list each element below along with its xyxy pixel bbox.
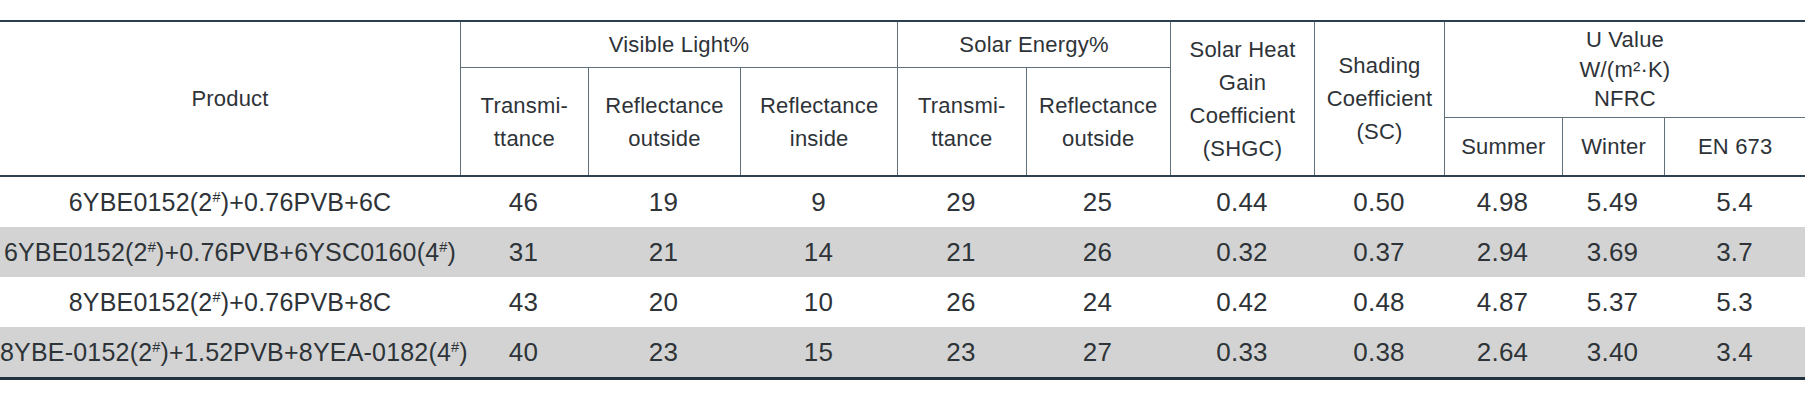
cell-solar-transmittance: 26 (897, 287, 1025, 318)
cell-shading-coefficient: 0.38 (1314, 337, 1444, 368)
cell-product: 8YBE0152(2#)+0.76PVB+8C (0, 288, 460, 317)
cell-shading-coefficient: 0.48 (1314, 287, 1444, 318)
cell-u-value-winter: 3.40 (1561, 337, 1664, 368)
header-group-visible-light: Visible Light% Transmi- ttance Reflectan… (460, 22, 897, 175)
cell-solar-transmittance: 23 (897, 337, 1025, 368)
header-u-value-subcolumns: Summer Winter EN 673 (1445, 118, 1805, 175)
cell-visible-transmittance: 40 (460, 337, 587, 368)
table-row: 8YBE0152(2#)+0.76PVB+8C 43 20 10 26 24 0… (0, 277, 1805, 327)
cell-u-value-summer: 2.64 (1444, 337, 1561, 368)
cell-visible-reflectance-outside: 23 (587, 337, 740, 368)
cell-solar-transmittance: 29 (897, 187, 1025, 218)
cell-visible-reflectance-outside: 21 (587, 237, 740, 268)
cell-product: 8YBE-0152(2#)+1.52PVB+8YEA-0182(4#) (0, 338, 460, 367)
cell-shgc: 0.32 (1170, 237, 1314, 268)
header-u-value-winter: Winter (1562, 118, 1665, 175)
cell-u-value-summer: 4.87 (1444, 287, 1561, 318)
header-shading-coefficient: Shading Coefficient (SC) (1314, 22, 1444, 175)
cell-u-value-en673: 3.4 (1664, 337, 1805, 368)
cell-solar-reflectance-outside: 26 (1025, 237, 1170, 268)
cell-shgc: 0.42 (1170, 287, 1314, 318)
cell-u-value-winter: 5.49 (1561, 187, 1664, 218)
cell-visible-transmittance: 43 (460, 287, 587, 318)
cell-solar-reflectance-outside: 25 (1025, 187, 1170, 218)
table-row: 6YBE0152(2#)+0.76PVB+6C 46 19 9 29 25 0.… (0, 177, 1805, 227)
cell-shading-coefficient: 0.50 (1314, 187, 1444, 218)
cell-product: 6YBE0152(2#)+0.76PVB+6YSC0160(4#) (0, 238, 460, 267)
cell-visible-reflectance-outside: 19 (587, 187, 740, 218)
cell-shgc: 0.44 (1170, 187, 1314, 218)
cell-u-value-en673: 5.4 (1664, 187, 1805, 218)
header-solar-reflectance-outside: Reflectance outside (1026, 68, 1170, 175)
header-u-value-summer: Summer (1445, 118, 1562, 175)
cell-visible-reflectance-inside: 10 (740, 287, 897, 318)
table-row: 6YBE0152(2#)+0.76PVB+6YSC0160(4#) 31 21 … (0, 227, 1805, 277)
cell-visible-reflectance-outside: 20 (587, 287, 740, 318)
table-row: 8YBE-0152(2#)+1.52PVB+8YEA-0182(4#) 40 2… (0, 327, 1805, 377)
header-shgc: Solar Heat Gain Coefficient (SHGC) (1170, 22, 1314, 175)
header-visible-reflectance-outside: Reflectance outside (588, 68, 741, 175)
cell-shgc: 0.33 (1170, 337, 1314, 368)
header-visible-reflectance-inside: Reflectance inside (740, 68, 897, 175)
cell-product: 6YBE0152(2#)+0.76PVB+6C (0, 188, 460, 217)
header-u-value-label: U Value W/(m²·K) NFRC (1445, 22, 1805, 118)
cell-visible-transmittance: 31 (460, 237, 587, 268)
header-solar-energy-label: Solar Energy% (898, 22, 1170, 68)
header-product: Product (0, 22, 460, 175)
cell-visible-reflectance-inside: 15 (740, 337, 897, 368)
page: Product Visible Light% Transmi- ttance R… (0, 0, 1805, 400)
header-visible-light-label: Visible Light% (461, 22, 897, 68)
glass-performance-table: Product Visible Light% Transmi- ttance R… (0, 20, 1805, 380)
cell-visible-reflectance-inside: 9 (740, 187, 897, 218)
cell-u-value-winter: 3.69 (1561, 237, 1664, 268)
cell-u-value-en673: 5.3 (1664, 287, 1805, 318)
cell-u-value-summer: 2.94 (1444, 237, 1561, 268)
header-u-value-en673: EN 673 (1664, 118, 1805, 175)
cell-shading-coefficient: 0.37 (1314, 237, 1444, 268)
header-group-u-value: U Value W/(m²·K) NFRC Summer Winter EN 6… (1444, 22, 1805, 175)
cell-visible-reflectance-inside: 14 (740, 237, 897, 268)
cell-u-value-en673: 3.7 (1664, 237, 1805, 268)
header-visible-light-subcolumns: Transmi- ttance Reflectance outside Refl… (461, 68, 897, 175)
header-visible-transmittance: Transmi- ttance (461, 68, 588, 175)
header-solar-energy-subcolumns: Transmi- ttance Reflectance outside (898, 68, 1170, 175)
cell-visible-transmittance: 46 (460, 187, 587, 218)
cell-u-value-summer: 4.98 (1444, 187, 1561, 218)
cell-solar-transmittance: 21 (897, 237, 1025, 268)
cell-u-value-winter: 5.37 (1561, 287, 1664, 318)
cell-solar-reflectance-outside: 27 (1025, 337, 1170, 368)
table-header: Product Visible Light% Transmi- ttance R… (0, 22, 1805, 177)
header-solar-transmittance: Transmi- ttance (898, 68, 1026, 175)
header-group-solar-energy: Solar Energy% Transmi- ttance Reflectanc… (897, 22, 1170, 175)
cell-solar-reflectance-outside: 24 (1025, 287, 1170, 318)
